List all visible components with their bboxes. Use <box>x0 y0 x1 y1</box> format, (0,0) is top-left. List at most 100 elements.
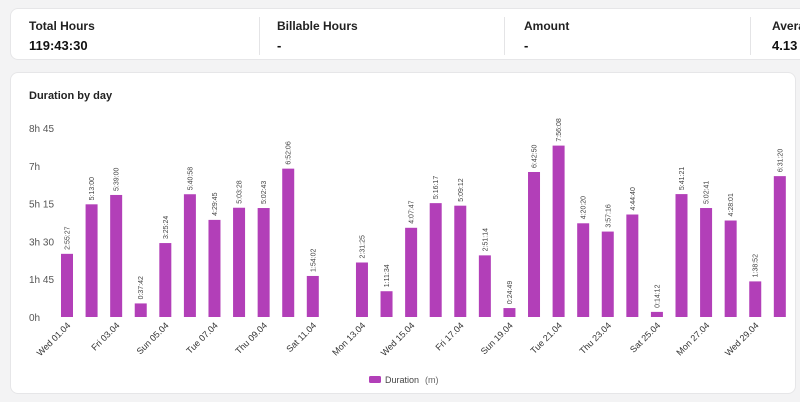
bar <box>159 243 172 317</box>
stat-amount: Amount - <box>506 9 753 61</box>
x-tick-label: Tue 07.04 <box>184 320 219 355</box>
bar <box>306 275 319 317</box>
duration-bar-chart: 0h 1h 45 3h 30 5h 15 7h 8h 45 2:55:27 5:13:00 5:… <box>29 118 786 385</box>
bar <box>85 204 98 317</box>
stat-label: Average <box>772 19 800 33</box>
bar <box>601 231 614 317</box>
data-label: 5:40:58 <box>187 167 194 190</box>
bar <box>257 208 270 317</box>
data-label: 5:41:21 <box>679 167 686 190</box>
data-label: 5:16:17 <box>433 176 440 199</box>
y-tick-label: 7h <box>29 162 40 173</box>
x-tick-label: Fri 17.04 <box>433 320 465 352</box>
bar <box>577 223 590 317</box>
data-label: 5:02:43 <box>261 181 268 204</box>
x-tick-label: Thu 09.04 <box>233 320 269 356</box>
data-label: 4:20:20 <box>581 196 588 219</box>
x-tick-label: Fri 03.04 <box>89 320 121 352</box>
bar <box>675 194 688 317</box>
divider <box>259 17 260 55</box>
x-tick-label: Wed 01.04 <box>35 320 73 358</box>
bar <box>773 176 786 317</box>
data-label: 2:51:14 <box>482 228 489 251</box>
y-tick-label: 1h 45 <box>29 275 54 286</box>
data-label: 5:03:28 <box>237 180 244 203</box>
stat-value: - <box>277 38 282 53</box>
bar <box>61 253 73 317</box>
y-tick-label: 8h 45 <box>29 124 54 135</box>
bar <box>355 262 368 317</box>
x-tick-label: Wed 29.04 <box>723 320 761 358</box>
data-label: 1:38:52 <box>753 254 760 277</box>
divider <box>504 17 505 55</box>
data-label: 6:52:06 <box>286 141 293 164</box>
bar <box>134 303 147 317</box>
x-tick-label: Thu 23.04 <box>577 320 613 356</box>
data-label: 5:09:12 <box>458 178 465 201</box>
bar <box>478 255 491 317</box>
data-label: 0:37:42 <box>138 276 145 299</box>
bar <box>503 308 516 317</box>
bar <box>724 220 737 317</box>
y-tick-label: 0h <box>29 313 40 324</box>
bar <box>528 171 541 317</box>
bar <box>233 207 246 317</box>
stat-billable-hours: Billable Hours - <box>259 9 506 61</box>
x-tick-label: Sun 05.04 <box>135 320 171 356</box>
data-label: 5:39:00 <box>114 167 121 190</box>
data-label: 4:29:45 <box>212 192 219 215</box>
x-tick-label: Wed 15.04 <box>379 320 417 358</box>
stat-label: Billable Hours <box>277 19 358 33</box>
y-tick-label: 3h 30 <box>29 237 54 248</box>
stat-value: 4.13 <box>772 38 798 53</box>
stat-average: Average 4.13 <box>754 9 800 61</box>
x-tick-label: Sat 11.04 <box>284 320 318 354</box>
bar <box>405 227 418 317</box>
data-label: 5:13:00 <box>89 177 96 200</box>
x-tick-label: Tue 21.04 <box>529 320 564 355</box>
data-label: 4:28:01 <box>728 193 735 216</box>
bar <box>552 145 565 317</box>
data-label: 7:56:08 <box>556 118 563 141</box>
x-tick-label: Sat 25.04 <box>628 320 662 354</box>
bar <box>110 194 123 317</box>
stat-label: Total Hours <box>29 19 95 33</box>
data-label: 3:25:24 <box>163 216 170 239</box>
bar <box>183 194 196 317</box>
data-label: 0:14:12 <box>654 284 661 307</box>
data-label: 2:31:25 <box>359 235 366 258</box>
data-label: 6:42:50 <box>532 145 539 168</box>
data-label: 4:07:47 <box>409 200 416 223</box>
bar <box>208 219 221 317</box>
data-label: 0:24:49 <box>507 281 514 304</box>
divider <box>750 17 751 55</box>
legend-label: Duration <box>385 375 419 385</box>
bar <box>429 203 442 317</box>
x-tick-label: Mon 27.04 <box>674 320 711 357</box>
data-label: 5:02:41 <box>704 181 711 204</box>
data-label: 3:57:16 <box>605 204 612 227</box>
data-label: 2:55:27 <box>65 226 72 249</box>
stat-value: - <box>524 38 529 53</box>
bar <box>700 208 713 317</box>
x-tick-label: Sun 19.04 <box>479 320 515 356</box>
data-label: 1:11:34 <box>384 264 391 287</box>
bar <box>626 214 639 317</box>
bar <box>650 311 663 317</box>
chart-title: Duration by day <box>29 90 113 102</box>
chart-card: Duration by day 0h 1h 45 3h 30 5h 15 7h 8h 45… <box>10 72 796 394</box>
legend-unit: (m) <box>425 375 439 385</box>
stat-total-hours: Total Hours 119:43:30 <box>11 9 259 61</box>
data-label: 1:54:02 <box>310 248 317 271</box>
summary-card: Total Hours 119:43:30 Billable Hours - A… <box>10 8 800 60</box>
legend-swatch <box>369 376 381 383</box>
y-tick-label: 5h 15 <box>29 200 54 211</box>
bar <box>749 281 762 317</box>
bar <box>282 168 295 317</box>
stat-label: Amount <box>524 19 570 33</box>
bar <box>380 291 393 317</box>
bar <box>454 205 467 317</box>
data-label: 4:44:40 <box>630 187 637 210</box>
stat-value: 119:43:30 <box>29 38 88 53</box>
x-tick-label: Mon 13.04 <box>330 320 367 357</box>
